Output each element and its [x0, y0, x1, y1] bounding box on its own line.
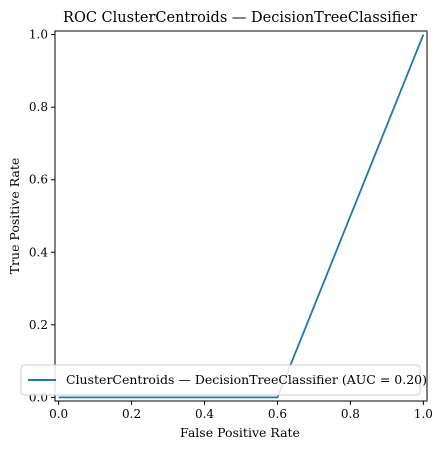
series-lines: [58, 34, 425, 399]
x-tick-label-0: 0.0: [49, 407, 68, 421]
x-tick-label-3: 0.6: [268, 407, 287, 421]
x-tick-label-2: 0.4: [195, 407, 214, 421]
x-axis-label: False Positive Rate: [180, 425, 300, 440]
chart-title: ROC ClusterCentroids — DecisionTreeClass…: [63, 10, 417, 26]
legend-label: ClusterCentroids — DecisionTreeClassifie…: [66, 372, 427, 387]
y-tick-label-4: 0.8: [29, 100, 48, 114]
y-tick-label-5: 1.0: [29, 28, 48, 42]
y-tick-label-3: 0.6: [29, 173, 48, 187]
x-tick-label-1: 0.2: [122, 407, 141, 421]
y-tick-label-2: 0.4: [29, 245, 48, 259]
x-tick-label-4: 0.8: [341, 407, 360, 421]
roc-curve-0: [58, 34, 425, 399]
plot-area: [54, 30, 428, 402]
legend: ClusterCentroids — DecisionTreeClassifie…: [20, 364, 427, 396]
x-tick-label-5: 1.0: [414, 407, 433, 421]
y-tick-label-1: 0.2: [29, 318, 48, 332]
legend-box: [20, 364, 421, 396]
y-axis-label: True Positive Rate: [7, 158, 22, 275]
